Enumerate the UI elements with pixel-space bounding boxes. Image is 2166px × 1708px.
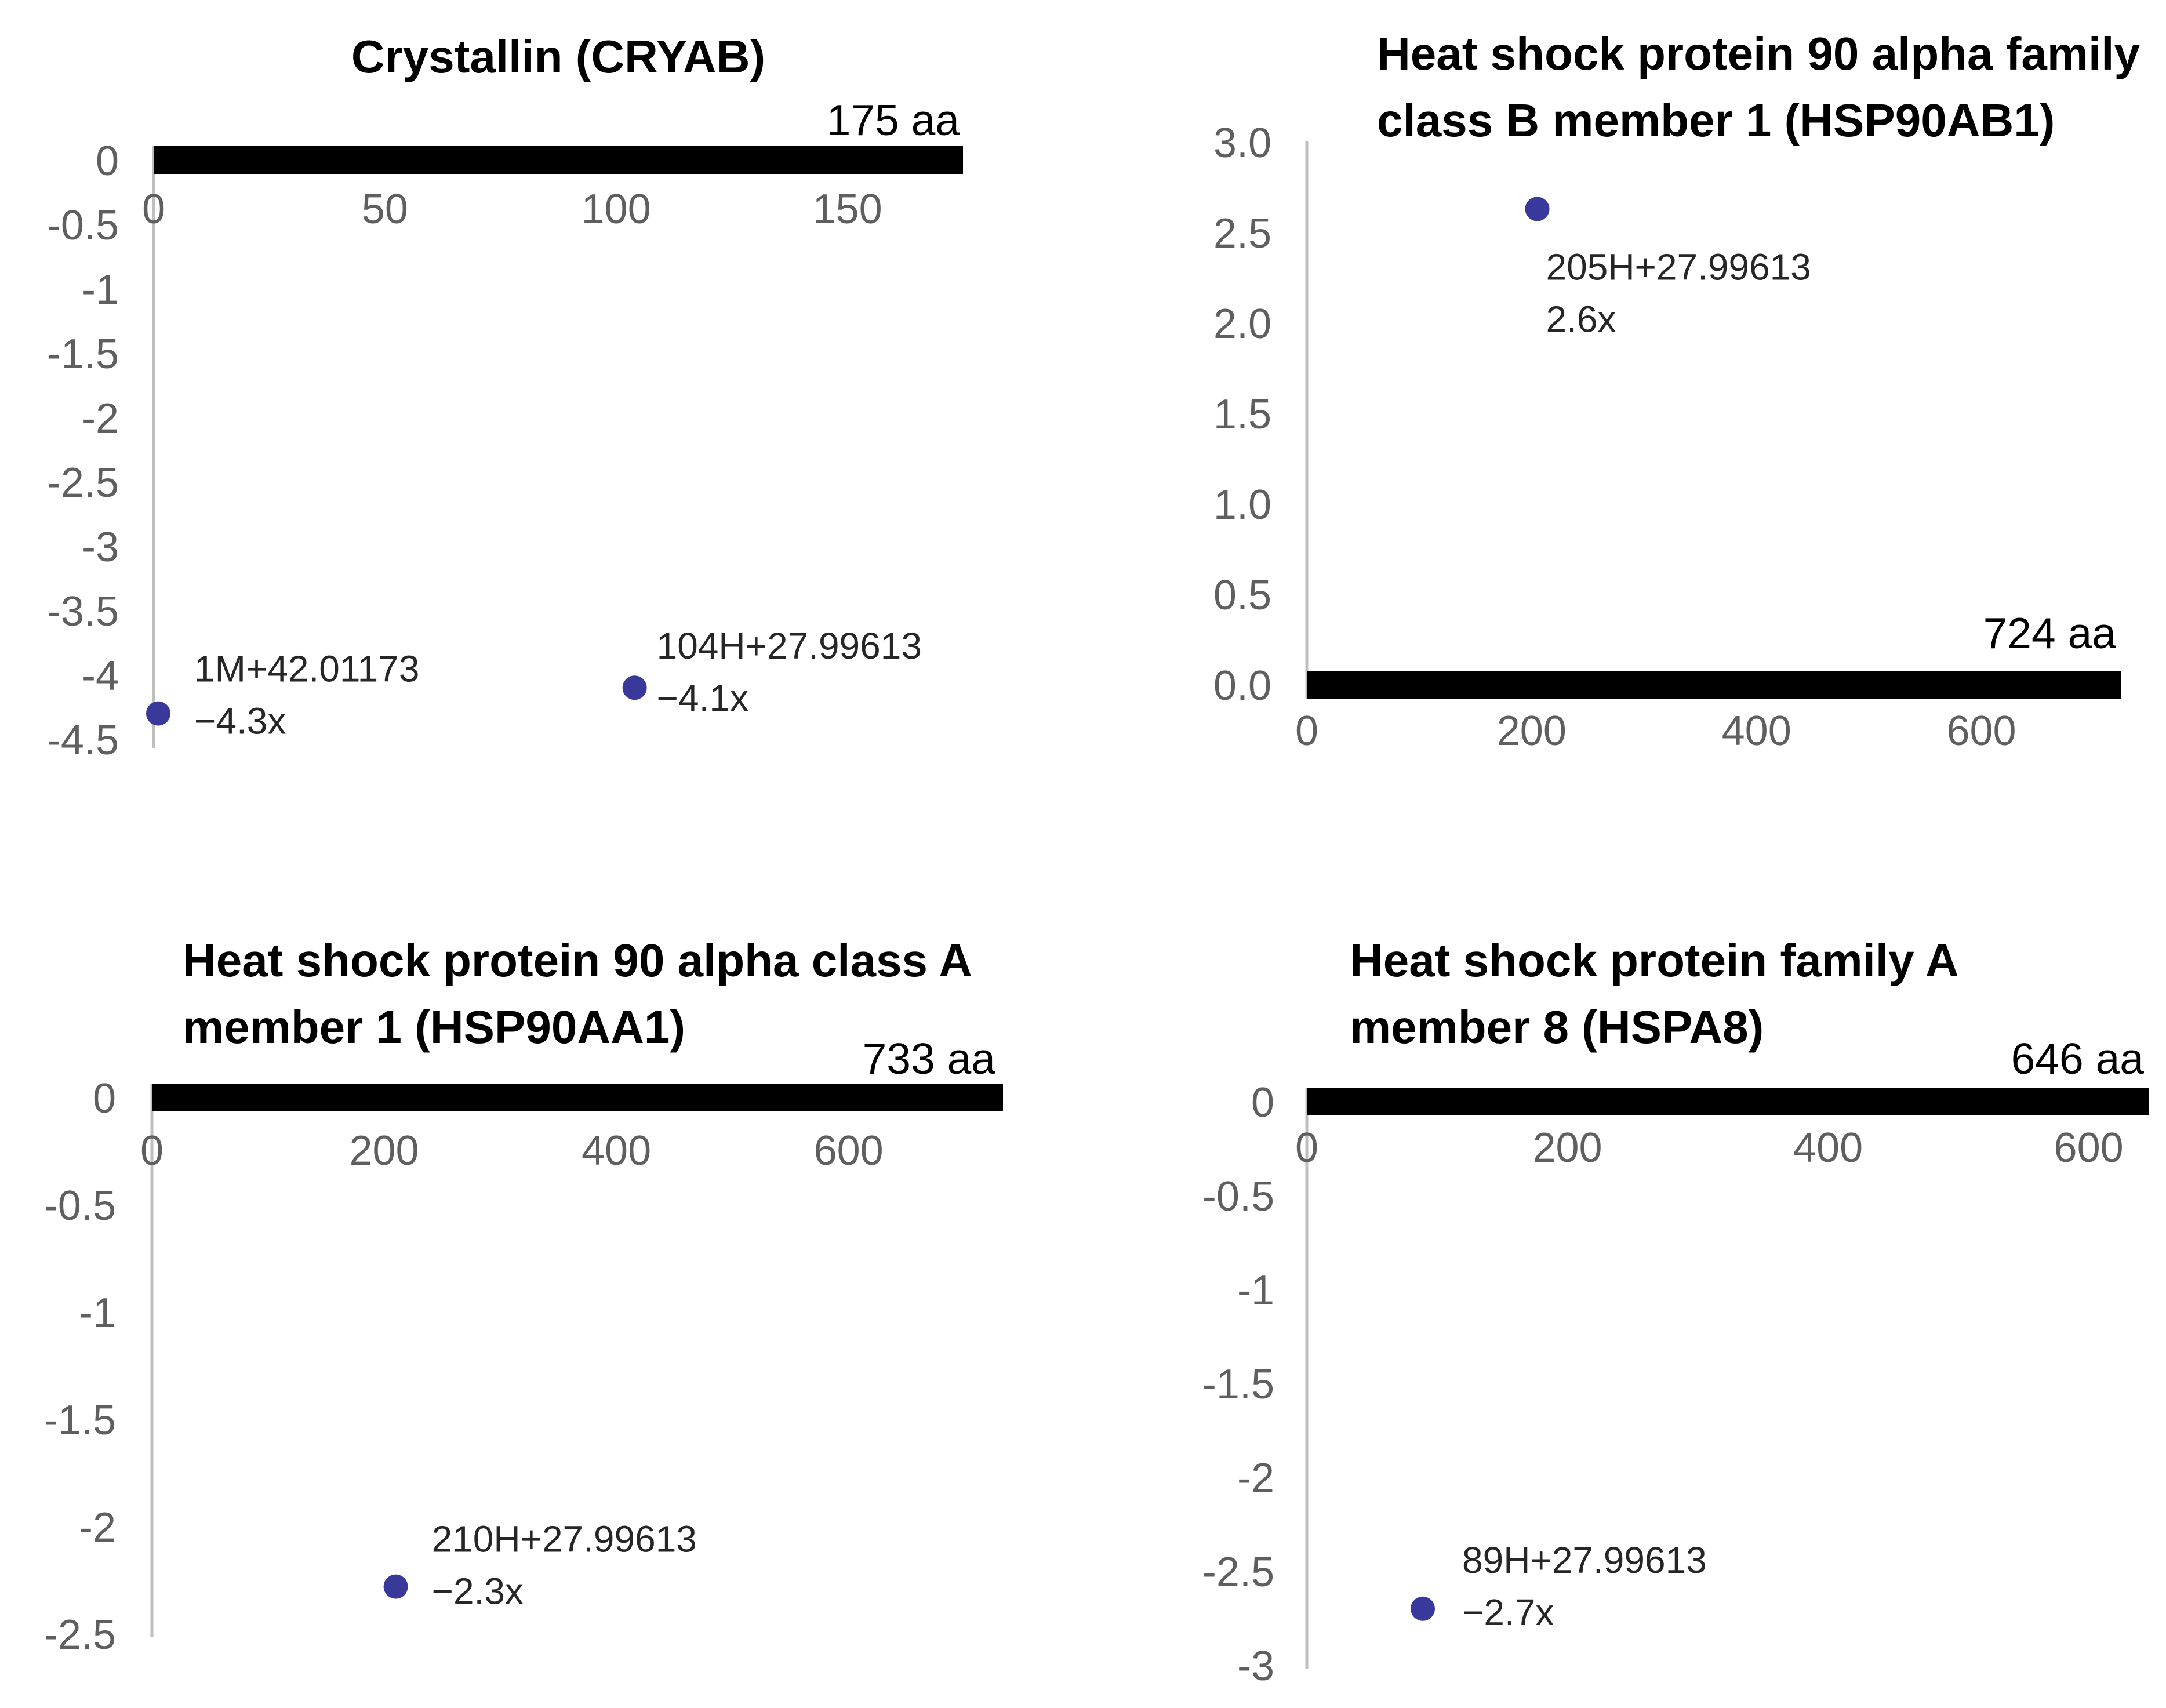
y-axis-tick-label: -3 [82, 524, 119, 570]
data-point-label-line: −4.3x [194, 700, 286, 742]
y-axis-tick-label: -2.5 [1202, 1549, 1274, 1596]
y-axis-tick-label: -2 [79, 1505, 116, 1551]
chart-title-line: Crystallin (CRYAB) [351, 31, 765, 82]
data-point-label-line: 205H+27.99613 [1546, 246, 1811, 288]
chart-title-line: Heat shock protein 90 alpha class A [183, 935, 972, 986]
data-point-label-line: 89H+27.99613 [1462, 1539, 1707, 1581]
chart-svg: Heat shock protein 90 alpha family class … [1213, 28, 2140, 754]
chart-title-line: member 8 (HSPA8) [1350, 1001, 1764, 1053]
y-axis-tick-label: -0.5 [1202, 1173, 1274, 1220]
protein-length-label: 646 aa [2011, 1034, 2145, 1083]
x-axis-tick-label: 200 [349, 1128, 419, 1174]
y-axis-tick-label: 0.0 [1213, 663, 1271, 709]
data-point-label-line: −2.3x [432, 1571, 524, 1612]
y-axis-tick-label: -0.5 [47, 202, 119, 249]
y-axis-tick-label: -4.5 [47, 717, 119, 764]
y-axis-tick-label: -0.5 [44, 1183, 116, 1229]
data-point-label-line: 104H+27.99613 [657, 625, 922, 667]
y-axis-tick-label: 3.0 [1213, 120, 1271, 166]
chart-hspa8: Heat shock protein family A member 8 (HSP… [1083, 856, 2166, 1708]
chart-title-line: class B member 1 (HSP90AB1) [1377, 95, 2055, 146]
x-axis-tick-label: 600 [2054, 1125, 2124, 1171]
protein-length-label: 733 aa [863, 1034, 996, 1083]
chart-svg: Heat shock protein family A member 8 (HSP… [1202, 935, 2149, 1689]
x-axis-tick-label: 0 [142, 186, 165, 232]
y-axis-tick-label: -3.5 [47, 588, 119, 635]
protein-bar [152, 1084, 1003, 1111]
data-point-label-line: 1M+42.01173 [194, 648, 419, 690]
y-axis-tick-label: -1.5 [44, 1397, 116, 1444]
x-axis-tick-label: 200 [1497, 708, 1567, 754]
protein-bar [1307, 1088, 2149, 1115]
x-axis-tick-label: 400 [1793, 1125, 1863, 1171]
y-axis-tick-label: -4 [82, 653, 119, 699]
data-point-label-line: −2.7x [1462, 1591, 1554, 1633]
y-axis-tick-label: 1.0 [1213, 482, 1271, 528]
y-axis-tick-label: -3 [1237, 1643, 1274, 1689]
y-axis-tick-label: 0 [93, 1075, 116, 1122]
y-axis-tick-label: -1 [1237, 1267, 1274, 1314]
x-axis-tick-label: 0 [1295, 1125, 1318, 1171]
y-axis-tick-label: 2.0 [1213, 301, 1271, 347]
data-point-marker [146, 701, 170, 726]
data-point-label-line: 210H+27.99613 [432, 1518, 697, 1560]
data-point-marker [1525, 197, 1550, 221]
x-axis-tick-label: 200 [1532, 1125, 1602, 1171]
y-axis-tick-label: -2 [1237, 1455, 1274, 1502]
data-point-marker [622, 675, 647, 700]
y-axis-tick-label: -2 [82, 395, 119, 442]
y-axis-tick-label: -1.5 [1202, 1361, 1274, 1408]
y-axis-tick-label: -2.5 [44, 1612, 116, 1658]
protein-length-label: 724 aa [1983, 609, 2117, 657]
data-point-marker [383, 1574, 408, 1599]
data-point-marker [1411, 1596, 1435, 1621]
y-axis-tick-label: 0 [96, 138, 119, 184]
x-axis-tick-label: 100 [582, 186, 651, 232]
protein-bar [1307, 671, 2121, 699]
x-axis-tick-label: 600 [814, 1128, 884, 1174]
y-axis-tick-label: 1.5 [1213, 391, 1271, 438]
chart-hsp90ab1: Heat shock protein 90 alpha family class … [1083, 0, 2166, 852]
x-axis-tick-label: 400 [582, 1128, 651, 1174]
y-axis-tick-label: -1 [79, 1290, 116, 1336]
x-axis-tick-label: 600 [1946, 708, 2016, 754]
x-axis-tick-label: 150 [813, 186, 882, 232]
chart-svg: Crystallin (CRYAB) 175 aa 0 -0.5 -1 -1.5 -2 -2.… [47, 31, 963, 764]
chart-title-line: Heat shock protein 90 alpha family [1377, 28, 2140, 79]
y-axis-tick-label: -1 [82, 267, 119, 313]
x-axis-tick-label: 0 [1295, 708, 1318, 754]
chart-svg: Heat shock protein 90 alpha class A membe… [44, 935, 1003, 1658]
x-axis-tick-label: 50 [362, 186, 408, 232]
chart-title-line: member 1 (HSP90AA1) [183, 1001, 685, 1053]
chart-hsp90aa1: Heat shock protein 90 alpha class A membe… [0, 856, 1083, 1708]
y-axis-tick-label: 0.5 [1213, 572, 1271, 619]
x-axis-tick-label: 400 [1722, 708, 1791, 754]
chart-cryab: Crystallin (CRYAB) 175 aa 0 -0.5 -1 -1.5 -2 -2.… [0, 0, 1083, 852]
y-axis-tick-label: -1.5 [47, 331, 119, 377]
y-axis-tick-label: 2.5 [1213, 210, 1271, 257]
data-point-label-line: −4.1x [657, 677, 748, 719]
y-axis-tick-label: 0 [1251, 1080, 1274, 1126]
protein-bar [154, 146, 963, 174]
x-axis-tick-label: 0 [140, 1128, 163, 1174]
protein-length-label: 175 aa [827, 96, 960, 144]
data-point-label-line: 2.6x [1546, 298, 1616, 340]
y-axis-tick-label: -2.5 [47, 460, 119, 506]
chart-title-line: Heat shock protein family A [1350, 935, 1959, 986]
